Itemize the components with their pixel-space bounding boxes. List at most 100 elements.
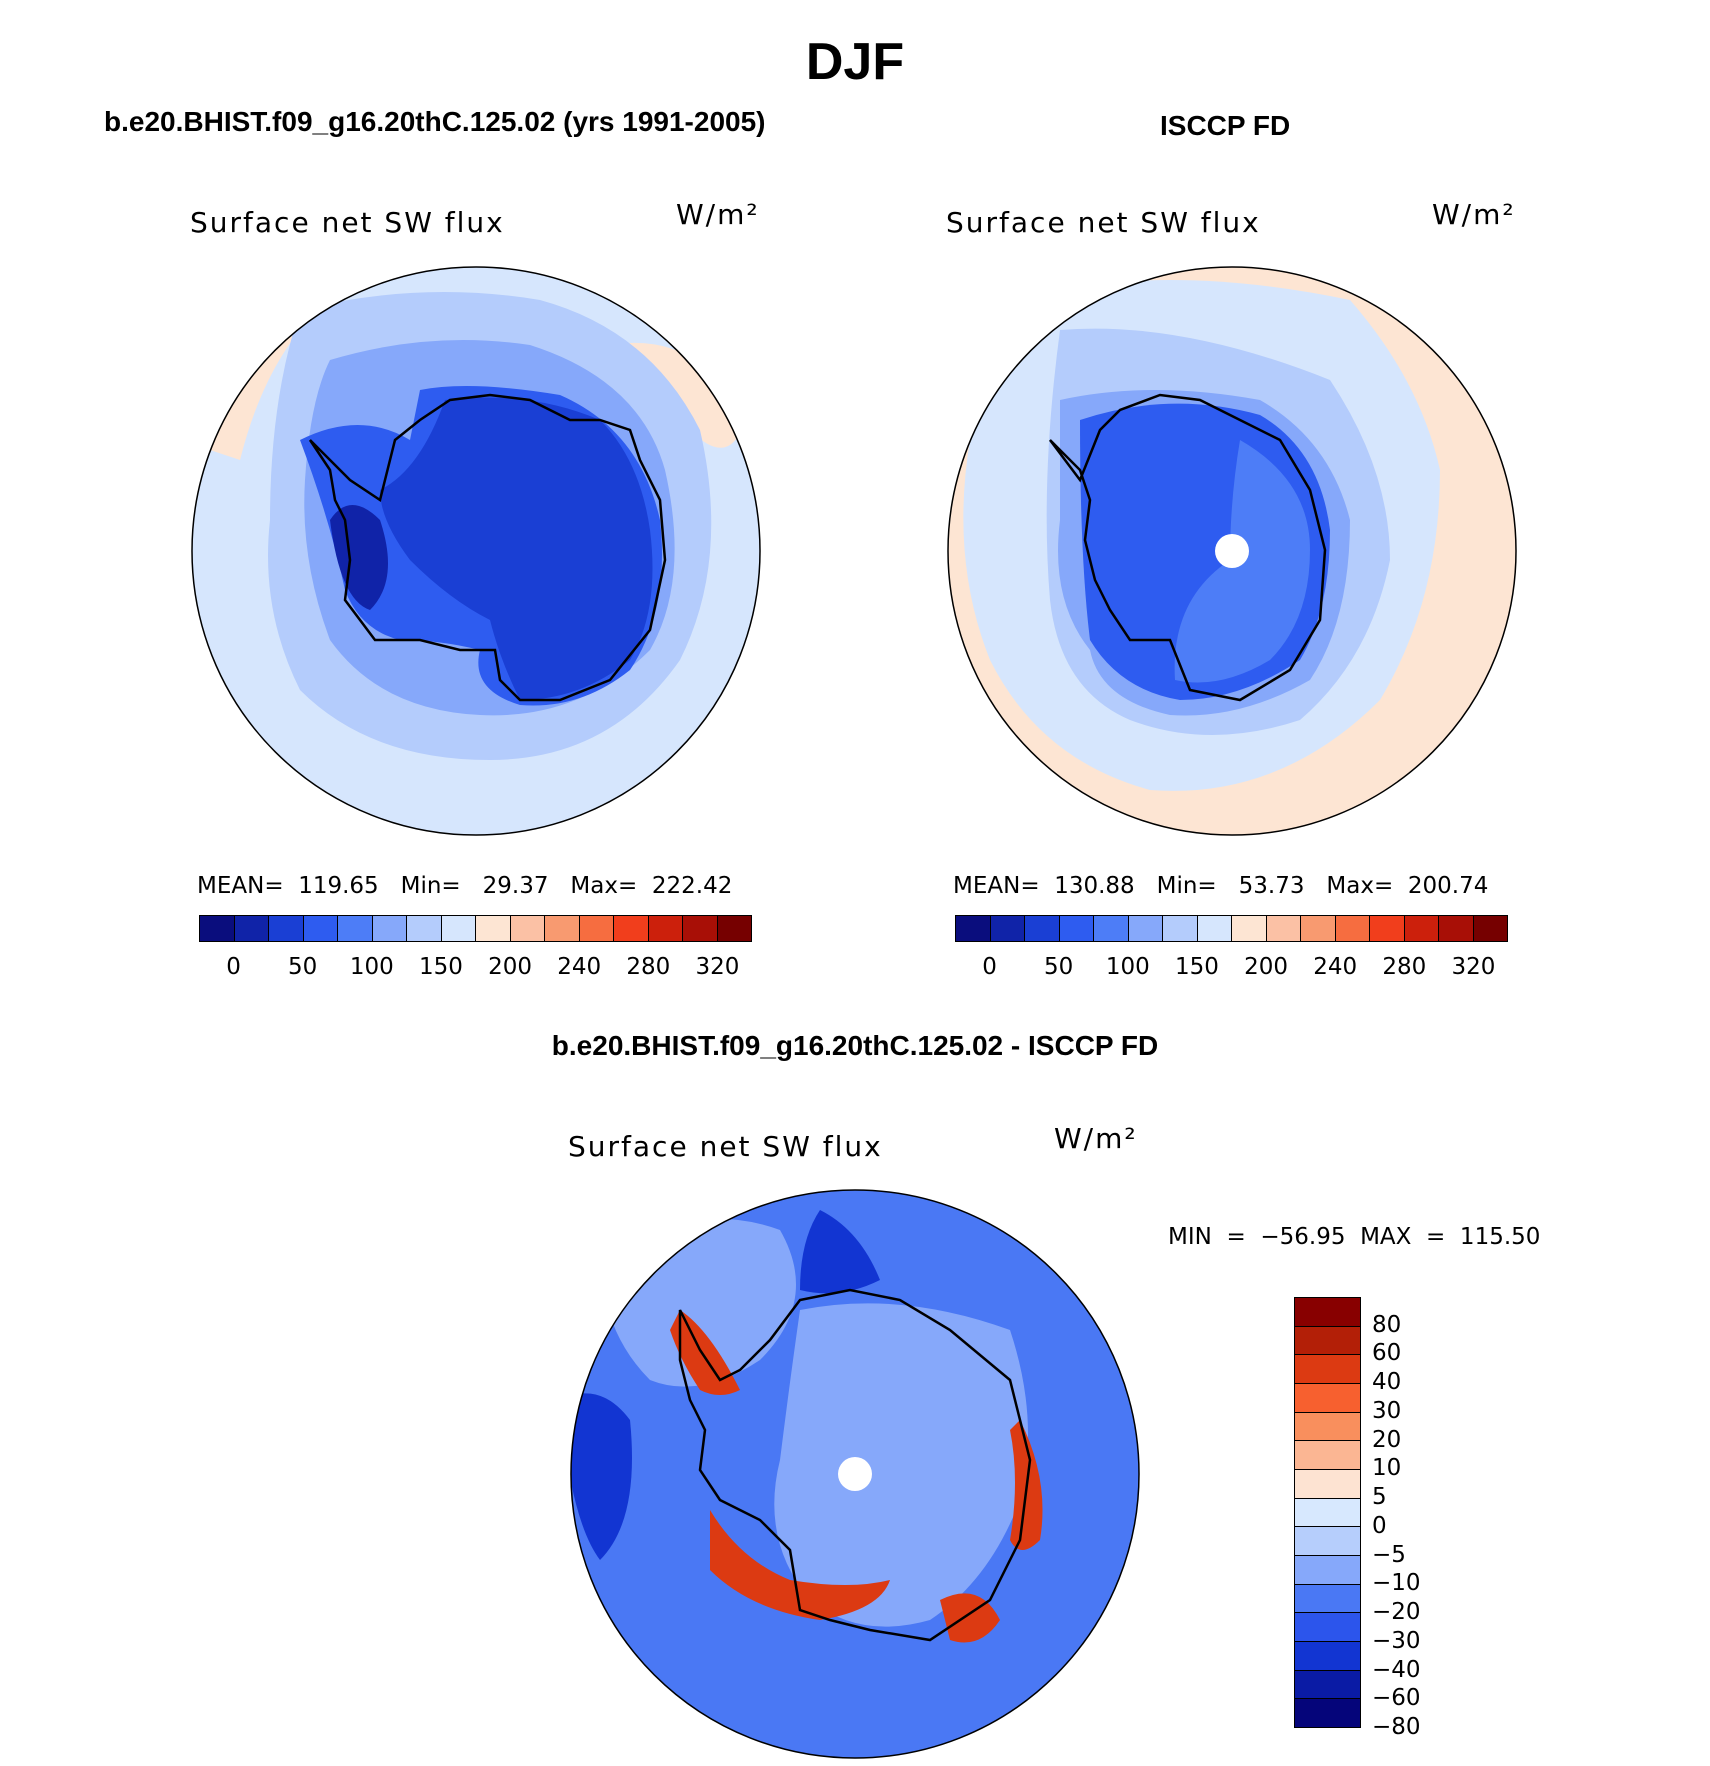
model-colorbar-swatch [475,916,510,941]
obs-colorbar-tick-label: 280 [1382,954,1427,980]
model-variable-label: Surface net SW flux [190,206,505,239]
model-colorbar-swatch [613,916,648,941]
model-colorbar-swatch [337,916,372,941]
obs-colorbar-swatch [1300,916,1335,941]
diff-coastline [678,1288,1032,1642]
diff-interior [774,1303,1028,1627]
obs-colorbar-swatch [1472,916,1507,941]
model-weddell-minimum [330,505,388,610]
obs-colorbar-tick-label: 50 [1044,954,1074,980]
model-colorbar-tick-label: 280 [626,954,671,980]
diff-colorbar-tick-label: −5 [1372,1541,1406,1568]
diff-colorbar-swatch [1295,1469,1360,1498]
diff-colorbar-ticks: 80 60 40 30 20 10 5 0 −5 −10 −20 −30 −40 −60 −80 [1372,1297,1452,1740]
diff-units-label: W/m² [1054,1122,1138,1155]
diff-colorbar-tick-label: −40 [1372,1656,1421,1683]
obs-map-border [947,266,1517,836]
model-colorbar-tick-label: 320 [695,954,740,980]
diff-colorbar-tick-label: −20 [1372,1599,1421,1626]
diff-colorbar-tick-label: −10 [1372,1570,1421,1597]
diff-colorbar-swatch [1295,1440,1360,1470]
model-colorbar-tick-label: 150 [418,954,463,980]
obs-coastline [1049,393,1327,702]
model-colorbar-tick-label: 100 [349,954,394,980]
model-colorbar-swatch [200,916,234,941]
diff-colorbar-swatch [1295,1298,1360,1326]
model-colorbar-tick-label: 50 [288,954,318,980]
diff-variable-label: Surface net SW flux [568,1130,883,1163]
diff-colorbar-tick-label: 20 [1372,1426,1402,1453]
diff-colorbar-swatch [1295,1698,1360,1728]
obs-colorbar-swatch [1403,916,1438,941]
obs-colorbar-tick-label: 200 [1244,954,1289,980]
obs-colorbar [955,915,1508,942]
diff-colorbar-tick-label: −80 [1372,1714,1421,1740]
diff-colorbar-tick-label: −60 [1372,1685,1421,1712]
obs-case-title: ISCCP FD [1160,110,1291,141]
obs-variable-label: Surface net SW flux [946,206,1261,239]
model-colorbar-tick-label: 240 [557,954,602,980]
model-antarctic-interior [380,397,653,700]
model-stats: MEAN= 119.65 Min= 29.37 Max= 222.42 [197,873,733,899]
obs-colorbar-tick-label: 150 [1174,954,1219,980]
model-map-border [191,266,761,836]
diff-colorbar-swatch [1295,1383,1360,1412]
obs-stats: MEAN= 130.88 Min= 53.73 Max= 200.74 [953,873,1489,899]
obs-pole-hole [1215,534,1249,568]
obs-colorbar-tick-label: 100 [1105,954,1150,980]
diff-colorbar-swatch [1295,1669,1360,1699]
obs-colorbar-swatch [989,916,1024,941]
obs-colorbar-swatch [1369,916,1404,941]
model-colorbar-ticks: 0 50 100 150 200 240 280 320 [199,954,752,984]
obs-colorbar-swatch [1334,916,1369,941]
diff-pole-hole [838,1457,872,1491]
diff-colorbar-swatch [1295,1497,1360,1527]
obs-colorbar-tick-label: 320 [1451,954,1496,980]
model-colorbar-tick-label: 0 [226,954,241,980]
diff-negative-band-north [800,1210,880,1294]
obs-colorbar-swatch [1231,916,1266,941]
obs-colorbar-swatch [1438,916,1473,941]
figure-title: DJF [805,33,905,91]
diff-colorbar-tick-label: 0 [1372,1512,1387,1539]
obs-colorbar-swatch [956,916,990,941]
diff-colorbar-swatch [1295,1583,1360,1613]
diff-colorbar-swatch [1295,1641,1360,1670]
diff-colorbar-swatch [1295,1612,1360,1642]
model-colorbar-swatch [268,916,303,941]
model-units-label: W/m² [676,198,760,231]
diff-colorbar [1294,1297,1361,1728]
model-colorbar-swatch [406,916,441,941]
obs-colorbar-swatch [1265,916,1300,941]
diff-map-border [570,1189,1140,1759]
obs-colorbar-swatch [1058,916,1093,941]
diff-colorbar-tick-label: 40 [1372,1369,1402,1396]
model-colorbar-swatch [440,916,475,941]
model-colorbar-swatch [371,916,406,941]
diff-negative-band-west [571,1393,632,1560]
diff-peninsula-positive [670,1310,740,1395]
obs-units-label: W/m² [1432,198,1516,231]
diff-colorbar-tick-label: 60 [1372,1340,1402,1367]
obs-colorbar-swatch [1093,916,1128,941]
model-coastline [308,393,667,702]
model-colorbar-swatch [233,916,268,941]
model-colorbar-swatch [682,916,717,941]
diff-colorbar-swatch [1295,1555,1360,1584]
model-colorbar [199,915,752,942]
diff-colorbar-swatch [1295,1526,1360,1556]
diff-colorbar-swatch [1295,1411,1360,1441]
model-colorbar-swatch [647,916,682,941]
model-colorbar-swatch [578,916,613,941]
model-colorbar-swatch [716,916,751,941]
diff-colorbar-tick-label: 5 [1372,1484,1387,1511]
diff-colorbar-swatch [1295,1325,1360,1355]
model-case-title: b.e20.BHIST.f09_g16.20thC.125.02 (yrs 19… [104,106,766,137]
diff-colorbar-swatch [1295,1354,1360,1384]
model-colorbar-tick-label: 200 [488,954,533,980]
obs-colorbar-tick-label: 240 [1313,954,1358,980]
model-colorbar-swatch [302,916,337,941]
